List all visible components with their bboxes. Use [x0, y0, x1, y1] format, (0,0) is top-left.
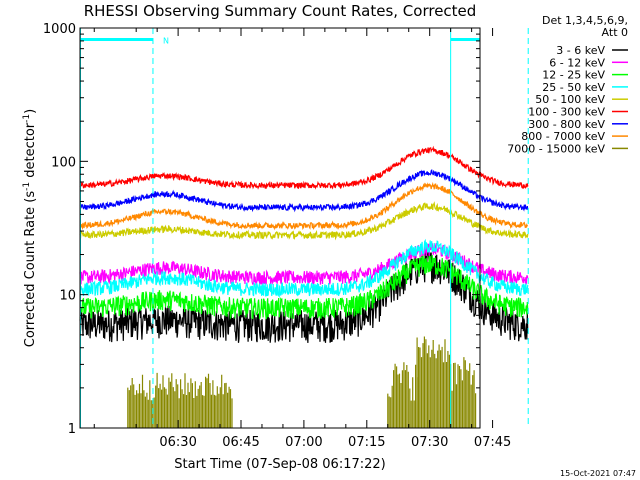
flag-bar-label-0: N — [163, 36, 169, 45]
y-axis-label-part: -1 — [22, 114, 32, 123]
x-tick-label-2: 07:00 — [285, 435, 322, 450]
footer-date: 15-Oct-2021 07:47 — [560, 469, 636, 478]
chart-title: RHESSI Observing Summary Count Rates, Co… — [84, 2, 477, 20]
plot-frame — [79, 27, 481, 429]
series-line-0 — [79, 250, 529, 343]
series-line-6 — [79, 169, 529, 213]
legend-label-1: 6 - 12 keV — [549, 56, 605, 69]
x-axis-label: Start Time (07-Sep-08 06:17:22) — [174, 457, 385, 472]
y-tick-label-3: 1000 — [43, 22, 76, 37]
y-axis-label-part: -1 — [22, 182, 32, 191]
legend-label-7: 800 - 7000 keV — [521, 130, 605, 143]
series-line-8-b — [387, 362, 418, 428]
y-axis-label-part: detector — [23, 122, 38, 182]
legend-label-6: 300 - 800 keV — [528, 118, 605, 131]
x-tick-label-5: 07:45 — [474, 435, 511, 450]
legend-label-2: 12 - 25 keV — [542, 69, 605, 82]
y-axis-label-part: ) — [23, 109, 38, 114]
y-tick-label-2: 100 — [51, 155, 76, 170]
y-tick-label-1: 10 — [59, 289, 76, 304]
axis-ticks: 1 10 100 1000 06:30 06:45 07:00 07:15 07:30 07:45 — [43, 22, 511, 450]
series-line-2 — [79, 254, 529, 320]
series-layer — [79, 145, 529, 428]
legend-label-5: 100 - 300 keV — [528, 106, 605, 119]
x-tick-label-0: 06:30 — [159, 435, 196, 450]
legend-label-3: 25 - 50 keV — [542, 81, 605, 94]
legend-label-4: 50 - 100 keV — [535, 93, 605, 106]
legend-label-0: 3 - 6 keV — [556, 44, 605, 57]
y-tick-label-0: 1 — [68, 422, 76, 437]
legend-header-0: Det 1,3,4,5,6,9, — [542, 14, 628, 27]
x-tick-label-4: 07:30 — [411, 435, 448, 450]
y-axis-label-part: Corrected Count Rate (s — [23, 191, 38, 348]
legend-header-1: Att 0 — [602, 26, 628, 39]
series-line-7 — [79, 181, 529, 231]
series-line-3 — [79, 238, 529, 299]
x-tick-label-3: 07:15 — [348, 435, 385, 450]
series-line-4 — [79, 201, 529, 241]
series-line-8-a — [127, 372, 233, 428]
series-line-5 — [79, 145, 529, 190]
legend-label-8: 7000 - 15000 keV — [507, 142, 605, 155]
series-line-8-c — [416, 336, 450, 428]
y-axis-label: Corrected Count Rate (s-1 detector-1) — [22, 109, 38, 347]
x-tick-label-1: 06:45 — [222, 435, 259, 450]
